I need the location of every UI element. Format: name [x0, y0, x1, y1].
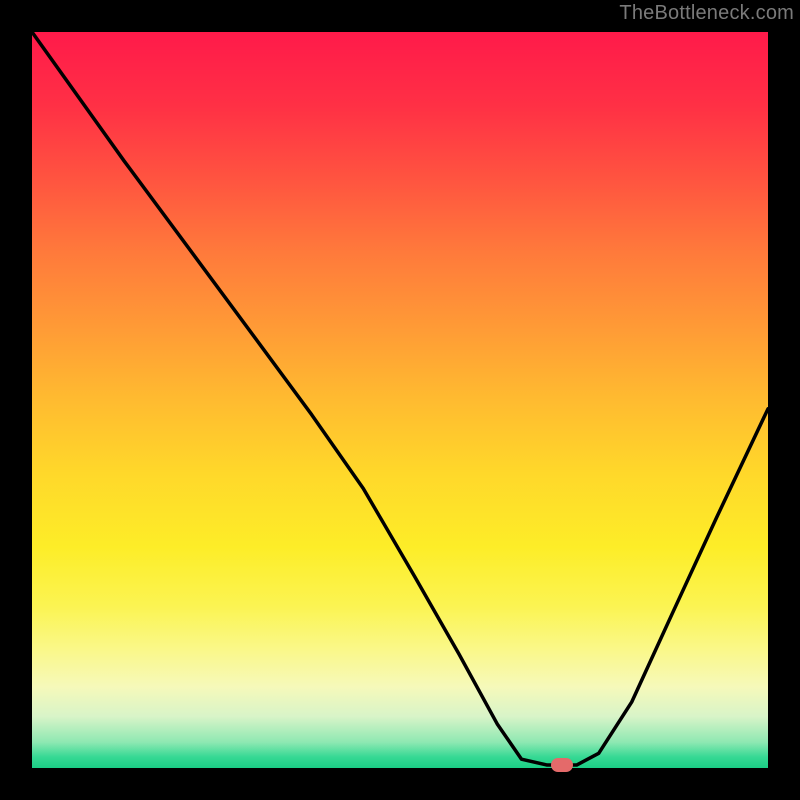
- gradient-chart: [32, 32, 768, 768]
- chart-svg: [32, 32, 768, 768]
- watermark-text: TheBottleneck.com: [619, 2, 794, 25]
- optimal-marker: [551, 758, 573, 772]
- gradient-rect: [32, 32, 768, 768]
